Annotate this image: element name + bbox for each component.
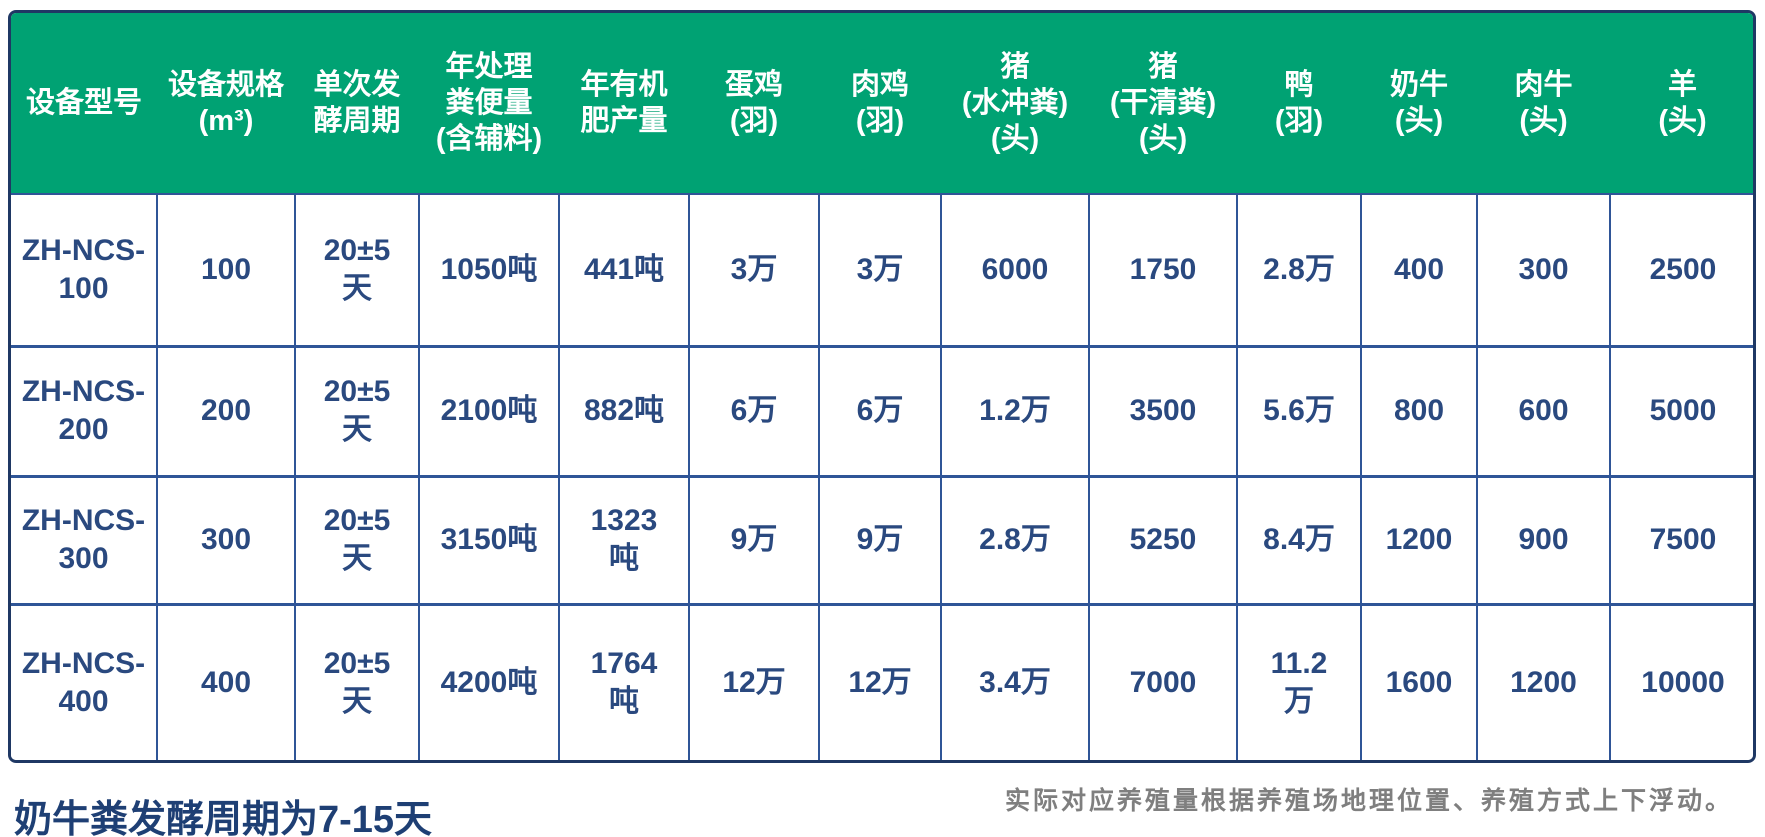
cell-ducks: 8.4万 [1236, 474, 1362, 605]
cell-beef-cattle: 600 [1476, 344, 1611, 477]
header-cell-sheep: 羊 (头) [1610, 13, 1753, 194]
header-cell-laying-hens: 蛋鸡 (羽) [689, 13, 819, 194]
cell-annual-manure: 2100吨 [418, 344, 560, 477]
cell-sheep: 5000 [1609, 344, 1753, 477]
cell-annual-fertilizer: 441吨 [558, 193, 690, 347]
cell-cycle: 20±5 天 [294, 344, 420, 477]
cell-ducks: 2.8万 [1236, 193, 1362, 347]
spec-table: 设备型号 设备规格 (m³) 单次发 酵周期 年处理 粪便量 (含辅料) 年有机… [11, 13, 1753, 760]
cell-sheep: 7500 [1609, 474, 1753, 605]
cell-pigs-flushed: 1.2万 [940, 344, 1090, 477]
dairy-manure-cycle-note: 奶牛粪发酵周期为7-15天 [14, 799, 433, 837]
cell-laying-hens: 6万 [688, 344, 820, 477]
cell-spec: 200 [156, 344, 296, 477]
cell-pigs-flushed: 3.4万 [940, 602, 1090, 760]
table-row-zh-ncs-100: ZH-NCS- 100 100 20±5 天 1050吨 441吨 3万 3万 … [11, 193, 1753, 347]
cell-spec: 400 [156, 602, 296, 760]
cell-broilers: 9万 [818, 474, 942, 605]
cell-beef-cattle: 1200 [1476, 602, 1611, 760]
cell-broilers: 3万 [818, 193, 942, 347]
cell-sheep: 2500 [1609, 193, 1753, 347]
header-cell-pigs-dry: 猪 (干清粪) (头) [1089, 13, 1237, 194]
cell-broilers: 6万 [818, 344, 942, 477]
cell-spec: 100 [156, 193, 296, 347]
cell-annual-fertilizer: 882吨 [558, 344, 690, 477]
cell-cycle: 20±5 天 [294, 474, 420, 605]
cell-annual-manure: 3150吨 [418, 474, 560, 605]
header-cell-dairy-cows: 奶牛 (头) [1361, 13, 1477, 194]
cell-broilers: 12万 [818, 602, 942, 760]
header-cell-annual-manure: 年处理 粪便量 (含辅料) [419, 13, 559, 194]
cell-pigs-dry: 7000 [1088, 602, 1238, 760]
cell-dairy-cows: 800 [1360, 344, 1478, 477]
cell-cycle: 20±5 天 [294, 193, 420, 347]
header-cell-beef-cattle: 肉牛 (头) [1477, 13, 1610, 194]
cell-pigs-dry: 5250 [1088, 474, 1238, 605]
header-cell-cycle: 单次发 酵周期 [295, 13, 419, 194]
cell-pigs-flushed: 2.8万 [940, 474, 1090, 605]
cell-cycle: 20±5 天 [294, 602, 420, 760]
table-header-row: 设备型号 设备规格 (m³) 单次发 酵周期 年处理 粪便量 (含辅料) 年有机… [11, 13, 1753, 194]
header-cell-ducks: 鸭 (羽) [1237, 13, 1361, 194]
cell-ducks: 11.2 万 [1236, 602, 1362, 760]
header-cell-spec: 设备规格 (m³) [157, 13, 295, 194]
cell-sheep: 10000 [1609, 602, 1753, 760]
cell-model: ZH-NCS- 100 [11, 193, 158, 347]
cell-laying-hens: 12万 [688, 602, 820, 760]
header-cell-pigs-flushed: 猪 (水冲粪) (头) [941, 13, 1089, 194]
cell-model: ZH-NCS- 300 [11, 474, 158, 605]
cell-annual-manure: 1050吨 [418, 193, 560, 347]
cell-beef-cattle: 300 [1476, 193, 1611, 347]
cell-beef-cattle: 900 [1476, 474, 1611, 605]
header-cell-annual-fertilizer: 年有机 肥产量 [559, 13, 689, 194]
cell-model: ZH-NCS- 200 [11, 344, 158, 477]
cell-dairy-cows: 1600 [1360, 602, 1478, 760]
cell-ducks: 5.6万 [1236, 344, 1362, 477]
table-row-zh-ncs-200: ZH-NCS- 200 200 20±5 天 2100吨 882吨 6万 6万 … [11, 344, 1753, 477]
livestock-quantity-disclaimer: 实际对应养殖量根据养殖场地理位置、养殖方式上下浮动。 [1005, 787, 1734, 815]
cell-laying-hens: 9万 [688, 474, 820, 605]
cell-model: ZH-NCS- 400 [11, 602, 158, 760]
cell-pigs-dry: 1750 [1088, 193, 1238, 347]
header-cell-model: 设备型号 [11, 13, 157, 194]
table-row-zh-ncs-400: ZH-NCS- 400 400 20±5 天 4200吨 1764 吨 12万 … [11, 602, 1753, 760]
cell-annual-fertilizer: 1764 吨 [558, 602, 690, 760]
header-cell-broilers: 肉鸡 (羽) [819, 13, 941, 194]
cell-pigs-dry: 3500 [1088, 344, 1238, 477]
cell-dairy-cows: 1200 [1360, 474, 1478, 605]
cell-annual-manure: 4200吨 [418, 602, 560, 760]
cell-dairy-cows: 400 [1360, 193, 1478, 347]
spec-table-container: 设备型号 设备规格 (m³) 单次发 酵周期 年处理 粪便量 (含辅料) 年有机… [8, 10, 1756, 763]
table-row-zh-ncs-300: ZH-NCS- 300 300 20±5 天 3150吨 1323 吨 9万 9… [11, 474, 1753, 605]
cell-annual-fertilizer: 1323 吨 [558, 474, 690, 605]
cell-pigs-flushed: 6000 [940, 193, 1090, 347]
cell-laying-hens: 3万 [688, 193, 820, 347]
cell-spec: 300 [156, 474, 296, 605]
